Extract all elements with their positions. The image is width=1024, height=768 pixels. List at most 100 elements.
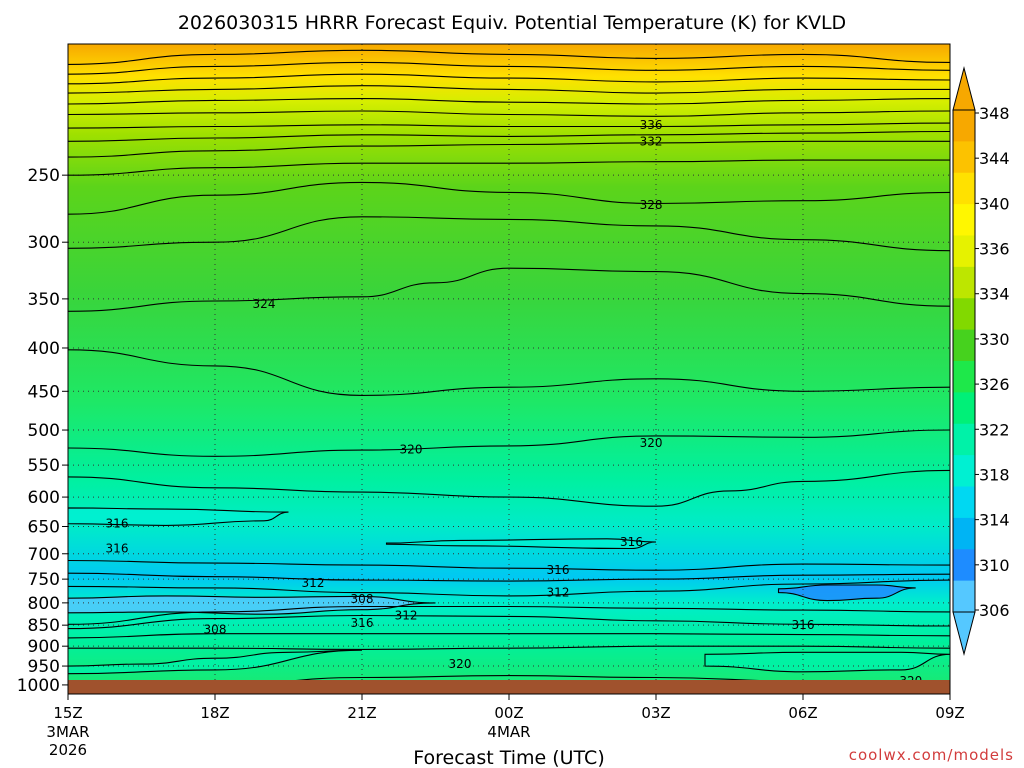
y-tick-label: 300 — [28, 233, 60, 253]
contour-label: 316 — [106, 517, 129, 531]
ground-surface — [68, 680, 950, 694]
closed-contour-line — [68, 507, 289, 526]
closed-contour-fill — [68, 650, 362, 674]
contour-line — [68, 645, 950, 650]
closed-contour-fill — [68, 507, 289, 526]
x-tick-label: 18Z — [200, 704, 229, 722]
contour-label: 316 — [620, 535, 643, 549]
contour-label: 316 — [351, 616, 374, 630]
contour-line — [68, 469, 950, 507]
contour-label: 328 — [640, 198, 663, 212]
y-tick-label: 450 — [28, 382, 60, 402]
contour-label: 308 — [351, 592, 374, 606]
contour-label: 320 — [400, 442, 423, 456]
colorbar-swatch — [953, 455, 975, 487]
colorbar-top-arrow — [952, 66, 976, 111]
contour-line — [68, 61, 950, 75]
closed-contour-fill — [705, 652, 950, 672]
contour-label: 316 — [792, 618, 815, 632]
contour-label: 320 — [640, 436, 663, 450]
contour-labels: 336 332 328 324 320 320 316 316 316 316 312 312 308 3… — [106, 118, 923, 688]
x-tick-label: 06Z — [788, 704, 817, 722]
colorbar-swatch — [953, 392, 975, 425]
colorbar-swatch — [953, 361, 975, 393]
colorbar-label: 336 — [979, 240, 1010, 259]
y-tick-label: 250 — [28, 166, 60, 186]
colorbar: 348 344 340 336 334 330 326 322 318 314 310 306 — [952, 66, 1010, 656]
colorbar-swatch — [953, 549, 975, 582]
colorbar-label: 318 — [979, 465, 1010, 484]
y-tick-label: 850 — [28, 616, 60, 636]
contour-line — [68, 85, 950, 94]
closed-contour-line — [68, 649, 363, 675]
y-tick-label: 750 — [28, 570, 60, 590]
x-tick-label: 09Z — [935, 704, 964, 722]
colorbar-swatch — [953, 329, 975, 362]
y-tick-label: 900 — [28, 637, 60, 657]
colorbar-swatch — [953, 517, 975, 550]
contour-line — [68, 429, 950, 457]
plot-area: 336 332 328 324 320 320 316 316 316 316 312 312 308 3… — [67, 43, 951, 695]
contour-label: 308 — [204, 622, 227, 636]
y-tick-label: 700 — [28, 545, 60, 565]
colorbar-swatch — [953, 266, 975, 299]
closed-contour-line — [704, 651, 950, 673]
credit-text: coolwx.com/models — [849, 746, 1014, 764]
colorbar-swatch — [953, 204, 975, 236]
y-tick-label: 400 — [28, 339, 60, 359]
contour-label: 312 — [547, 586, 570, 600]
colorbar-label: 310 — [979, 556, 1010, 575]
colorbar-swatch — [953, 580, 975, 613]
contour-line — [68, 49, 950, 65]
colorbar-swatch — [953, 298, 975, 331]
contour-label: 336 — [640, 118, 663, 132]
contour-line — [68, 349, 950, 396]
contour-lines — [68, 49, 950, 686]
y-tick-label: 800 — [28, 594, 60, 614]
contour-label: 320 — [449, 657, 472, 671]
y-tick-label: 1000 — [17, 676, 60, 696]
x-tick-label: 03Z — [641, 704, 670, 722]
y-axis: 2503003504004505005506006507007508008509… — [17, 166, 68, 696]
contour-line — [68, 130, 950, 142]
contour-line — [68, 122, 950, 129]
y-tick-label: 350 — [28, 290, 60, 310]
contour-line — [68, 181, 950, 215]
contour-line — [68, 614, 950, 630]
closed-contour-fill — [386, 538, 656, 549]
contour-label: 316 — [547, 563, 570, 577]
colorbar-bottom-arrow — [952, 611, 976, 656]
y-tick-label: 550 — [28, 456, 60, 476]
contour-line — [68, 559, 950, 571]
colorbar-swatch — [953, 141, 975, 174]
contour-line — [68, 73, 950, 85]
x-tick-sublabel: 3MAR — [46, 723, 89, 741]
contour-line — [68, 633, 950, 639]
contour-line — [68, 267, 950, 312]
x-tick-label: 21Z — [347, 704, 376, 722]
contour-line — [68, 140, 950, 158]
colorbar-label: 314 — [979, 511, 1010, 530]
chart-title: 2026030315 HRRR Forecast Equiv. Potentia… — [178, 12, 846, 34]
colorbar-frame — [952, 109, 976, 613]
closed-contour-line — [385, 538, 657, 550]
colorbar-swatch — [953, 110, 975, 142]
x-tick-label: 00Z — [494, 704, 523, 722]
colorbar-swatch — [953, 172, 975, 205]
colorbar-label: 334 — [979, 285, 1010, 304]
y-tick-label: 650 — [28, 518, 60, 538]
contour-line — [68, 110, 950, 117]
contour-line — [68, 216, 950, 252]
contour-label: 324 — [253, 297, 276, 311]
contour-label: 312 — [395, 609, 418, 623]
colorbar-label: 340 — [979, 194, 1010, 213]
contour-line — [68, 572, 950, 582]
closed-contour-fills — [68, 507, 950, 674]
colorbar-label: 344 — [979, 149, 1010, 168]
x-axis-label: Forecast Time (UTC) — [413, 747, 604, 768]
contour-line — [68, 98, 950, 105]
colorbar-swatch — [953, 235, 975, 268]
colorbar-swatch — [953, 423, 975, 456]
closed-contour-fill — [778, 585, 916, 601]
